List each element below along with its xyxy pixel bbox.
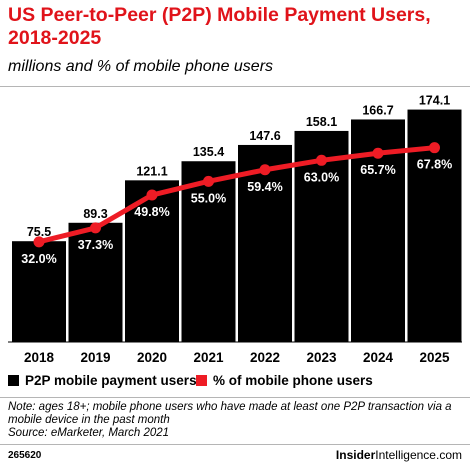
percent-point: [429, 142, 440, 154]
legend-swatch-bars: [8, 375, 19, 386]
bar-2021: [181, 161, 236, 342]
legend-label-line: % of mobile phone users: [213, 373, 373, 388]
percent-point: [316, 154, 327, 166]
bar-value-label: 121.1: [136, 164, 167, 178]
x-tick-label: 2023: [306, 350, 337, 365]
percent-point: [203, 175, 214, 187]
x-tick-label: 2020: [137, 350, 167, 365]
percent-label: 63.0%: [304, 170, 339, 184]
percent-label: 67.8%: [417, 158, 452, 172]
brand-bold: Insider: [335, 448, 376, 462]
chart-title: US Peer-to-Peer (P2P) Mobile Payment Use…: [8, 4, 431, 49]
x-tick-label: 2018: [24, 350, 55, 365]
bar-value-label: 174.1: [419, 94, 450, 108]
percent-point: [146, 189, 158, 201]
note-rule: [0, 397, 470, 398]
brand-logo[interactable]: InsiderIntelligence.com: [336, 448, 462, 462]
note-text: Note: ages 18+; mobile phone users who h…: [8, 401, 452, 426]
percent-line: [38, 145, 435, 245]
percent-point: [33, 236, 45, 248]
chart-area: 75.5 2018 89.3 2019 121.1 2020 135.4 2021 147.6 2…: [8, 94, 462, 365]
chart-note: Note: ages 18+; mobile phone users who h…: [8, 401, 464, 440]
bar-2019: [68, 222, 123, 342]
legend-label-bars: P2P mobile payment users: [25, 373, 197, 388]
bar-value-label: 89.3: [83, 207, 107, 221]
legend-swatch-line: [196, 375, 207, 386]
legend: P2P mobile payment users % of mobile pho…: [0, 373, 470, 393]
x-tick-label: 2021: [193, 350, 224, 365]
percent-label: 65.7%: [360, 163, 395, 177]
bar-2022: [238, 144, 292, 342]
chart-subtitle: millions and % of mobile phone users: [8, 58, 274, 75]
bar-value-label: 135.4: [193, 145, 224, 159]
percent-point: [90, 222, 101, 234]
x-tick-label: 2019: [80, 350, 110, 365]
percent-label: 59.4%: [247, 180, 282, 194]
brand-light: Intelligence: [375, 448, 436, 462]
percent-point: [259, 164, 271, 176]
percent-label: 37.3%: [78, 238, 113, 252]
source-text: Source: eMarketer, March 2021: [8, 427, 170, 439]
percent-label: 49.8%: [134, 205, 169, 219]
bar-value-label: 158.1: [306, 115, 337, 129]
legend-item-bars: P2P mobile payment users: [8, 373, 197, 388]
bar-2018: [12, 241, 66, 342]
footer-rule: [0, 444, 470, 445]
x-tick-label: 2025: [419, 350, 450, 365]
x-tick-label: 2024: [363, 350, 394, 365]
percent-label: 32.0%: [21, 252, 56, 266]
top-rule: [0, 86, 470, 87]
bar-2023: [294, 130, 349, 342]
bar-value-label: 75.5: [27, 225, 51, 239]
legend-item-line: % of mobile phone users: [196, 373, 373, 388]
brand-suffix: .com: [435, 448, 462, 462]
percent-label: 55.0%: [191, 191, 226, 205]
percent-point: [372, 147, 384, 159]
bar-value-label: 166.7: [362, 103, 393, 117]
chart-id: 265620: [8, 450, 42, 461]
x-tick-label: 2022: [250, 350, 280, 365]
bar-value-label: 147.6: [249, 129, 280, 143]
